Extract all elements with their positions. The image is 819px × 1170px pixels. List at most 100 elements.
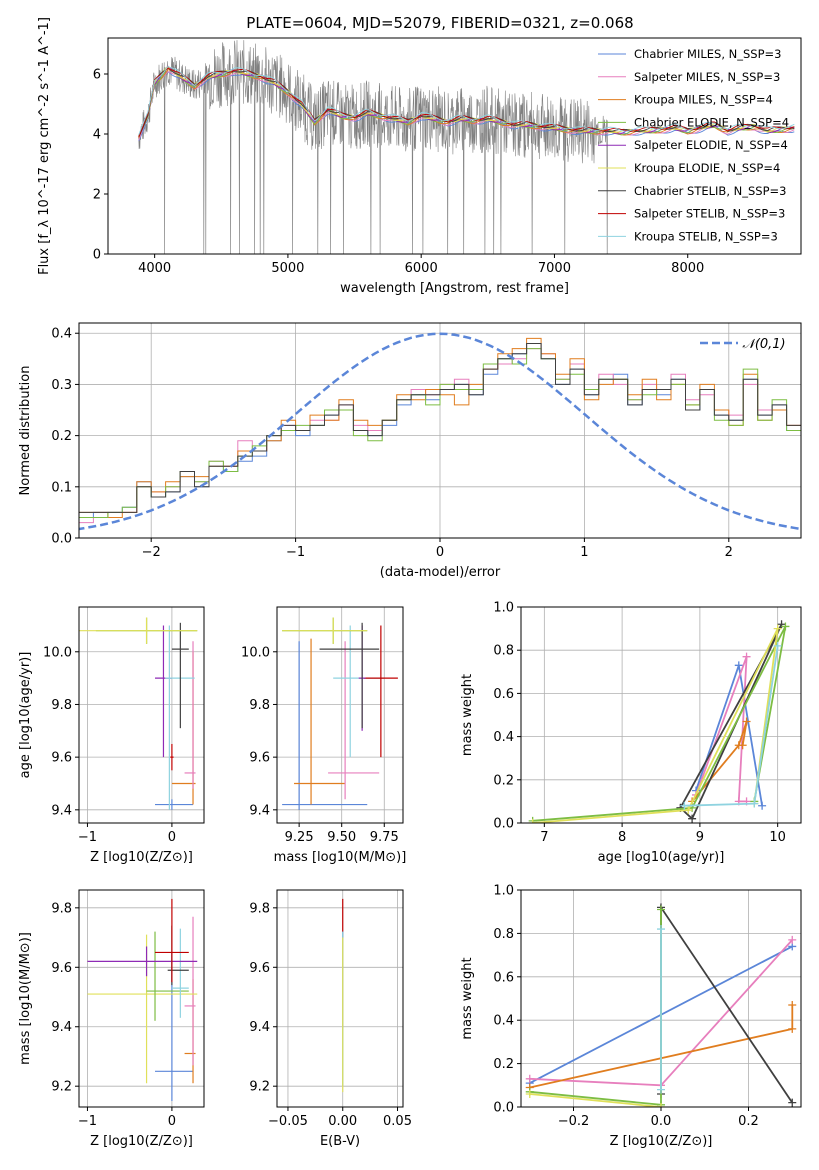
y-tick-label: 0.4 <box>51 327 72 342</box>
x-tick-label: 4000 <box>138 261 171 276</box>
weight-point-marker <box>688 814 697 823</box>
y-tick-label: 9.8 <box>249 901 270 916</box>
weight-point-marker <box>525 1074 534 1083</box>
legend-entry: Kroupa STELIB, N_SSP=3 <box>634 229 778 243</box>
legend-entry: Kroupa MILES, N_SSP=4 <box>634 93 773 107</box>
y-tick-label: 0.0 <box>493 1101 514 1116</box>
model-spectrum-line <box>138 66 795 136</box>
x-tick-label: 9 <box>696 830 704 845</box>
y-axis-label: mass weight <box>460 674 475 756</box>
axes-frame <box>78 889 205 1108</box>
weight-point-marker <box>525 1089 534 1098</box>
x-tick-label: −0.05 <box>268 1114 308 1129</box>
x-tick-label: −1 <box>286 545 305 560</box>
x-tick-label: 0.0 <box>651 1114 672 1129</box>
x-tick-label: 9.25 <box>285 830 314 845</box>
y-axis-label: Normed distribution <box>18 366 33 496</box>
x-axis-label: mass [log10(M/M⊙)] <box>274 850 407 865</box>
y-tick-label: 10.0 <box>43 645 72 660</box>
figure-title: PLATE=0604, MJD=52079, FIBERID=0321, z=0… <box>246 14 633 32</box>
weight-series-line <box>529 1093 662 1107</box>
weight-point-marker <box>773 624 782 633</box>
plot-area <box>87 898 198 1102</box>
axes-frame <box>520 606 802 824</box>
weight-point-marker <box>657 1103 665 1107</box>
x-tick-label: −1 <box>78 1114 97 1129</box>
y-tick-label: 9.8 <box>51 901 72 916</box>
x-tick-label: −0.2 <box>558 1114 590 1129</box>
panel-residuals: −2 −1 0 1 2 0.0 0.1 0.2 0.3 0.4 (data-model)/error… <box>18 322 802 580</box>
model-spectrum-line <box>138 67 795 138</box>
x-axis-label: Z [log10(Z/Z⊙)] <box>90 1134 193 1149</box>
x-tick-label: −1 <box>78 830 97 845</box>
panel-ebv-mass: −0.05 0.00 0.05 9.2 9.4 9.6 9.8 E(B-V) <box>249 889 412 1149</box>
weight-point-marker <box>738 741 747 750</box>
x-tick-label: 7000 <box>538 261 571 276</box>
y-axis-label: mass weight <box>460 957 475 1039</box>
weight-point-marker <box>788 1001 797 1010</box>
x-tick-label: 7 <box>540 830 548 845</box>
panel-z-mass: −1 0 9.2 9.4 9.6 9.8 Z [log10(Z/Z⊙)] mass [log1… <box>18 889 205 1149</box>
y-tick-label: 1.0 <box>493 884 514 899</box>
weight-series-line <box>532 628 779 823</box>
y-tick-label: 9.4 <box>51 803 72 818</box>
x-tick-label: 10 <box>769 830 786 845</box>
y-tick-label: 0.4 <box>493 730 514 745</box>
x-axis-label: age [log10(age/yr)] <box>598 850 725 865</box>
weight-point-marker <box>680 801 689 810</box>
axes-frame <box>276 889 404 1108</box>
panel-spectrum: 4000 5000 6000 7000 8000 0 2 4 6 wavelength [Angs… <box>37 17 802 296</box>
weight-series-line <box>691 721 748 802</box>
panel-z-age: −1 0 9.4 9.6 9.8 10.0 Z [log10(Z/Z⊙)] age [log1… <box>18 606 205 865</box>
x-axis-label: (data-model)/error <box>380 565 501 580</box>
y-tick-label: 0.6 <box>493 687 514 702</box>
histogram-series <box>79 337 801 538</box>
y-tick-label: 0.0 <box>51 532 72 547</box>
axes-frame <box>276 606 404 824</box>
weight-point-marker <box>684 806 693 815</box>
weight-point-marker <box>528 819 537 823</box>
axes-frame <box>78 606 205 824</box>
legend-entry: Salpeter STELIB, N_SSP=3 <box>634 207 785 221</box>
y-tick-label: 9.2 <box>249 1080 270 1095</box>
weight-point-marker <box>781 622 790 631</box>
y-tick-label: 9.4 <box>51 1020 72 1035</box>
x-tick-label: 0.05 <box>383 1114 412 1129</box>
y-tick-label: 9.6 <box>249 751 270 766</box>
y-tick-label: 1.0 <box>493 601 514 616</box>
y-tick-label: 0.1 <box>51 480 72 495</box>
legend-entry: Salpeter MILES, N_SSP=3 <box>634 70 780 84</box>
y-axis-label: mass [log10(M/M⊙)] <box>18 932 33 1065</box>
y-tick-label: 0.3 <box>51 378 72 393</box>
weight-point-marker <box>788 1024 797 1033</box>
plot-area <box>282 617 398 810</box>
legend-entry: 𝒩(0,1) <box>742 337 785 352</box>
y-tick-label: 0.4 <box>493 1014 514 1029</box>
weight-series-line <box>532 625 787 822</box>
histogram-series <box>79 343 801 538</box>
weight-point-marker <box>734 661 743 670</box>
y-tick-label: 4 <box>93 128 101 143</box>
weight-point-marker <box>742 652 751 661</box>
x-axis-label: wavelength [Angstrom, rest frame] <box>340 281 569 296</box>
weight-point-marker <box>750 799 759 808</box>
model-spectrum-line <box>138 65 795 136</box>
normal-reference-curve <box>79 332 801 531</box>
x-tick-label: 0.00 <box>328 1114 357 1129</box>
x-axis-label: Z [log10(Z/Z⊙)] <box>610 1134 713 1149</box>
panel-mass-age: 9.25 9.50 9.75 9.4 9.6 9.8 10.0 mass [log10(M/M… <box>241 606 407 865</box>
x-tick-label: 1 <box>580 545 588 560</box>
x-tick-label: 6000 <box>405 261 438 276</box>
y-axis-label: Flux [f_λ 10^-17 erg cm^-2 s^-1 A^-1] <box>37 17 52 275</box>
y-tick-label: 0.8 <box>493 927 514 942</box>
plot-area <box>79 617 198 810</box>
plot-area <box>138 40 795 254</box>
weight-point-marker <box>742 717 751 726</box>
x-tick-label: 8 <box>618 830 626 845</box>
legend-entry: Chabrier STELIB, N_SSP=3 <box>634 184 786 198</box>
y-tick-label: 10.0 <box>241 645 270 660</box>
model-spectrum-line <box>138 66 795 137</box>
histogram-series <box>79 348 801 538</box>
y-tick-label: 9.6 <box>51 961 72 976</box>
legend-entry: Salpeter ELODIE, N_SSP=4 <box>634 138 788 152</box>
